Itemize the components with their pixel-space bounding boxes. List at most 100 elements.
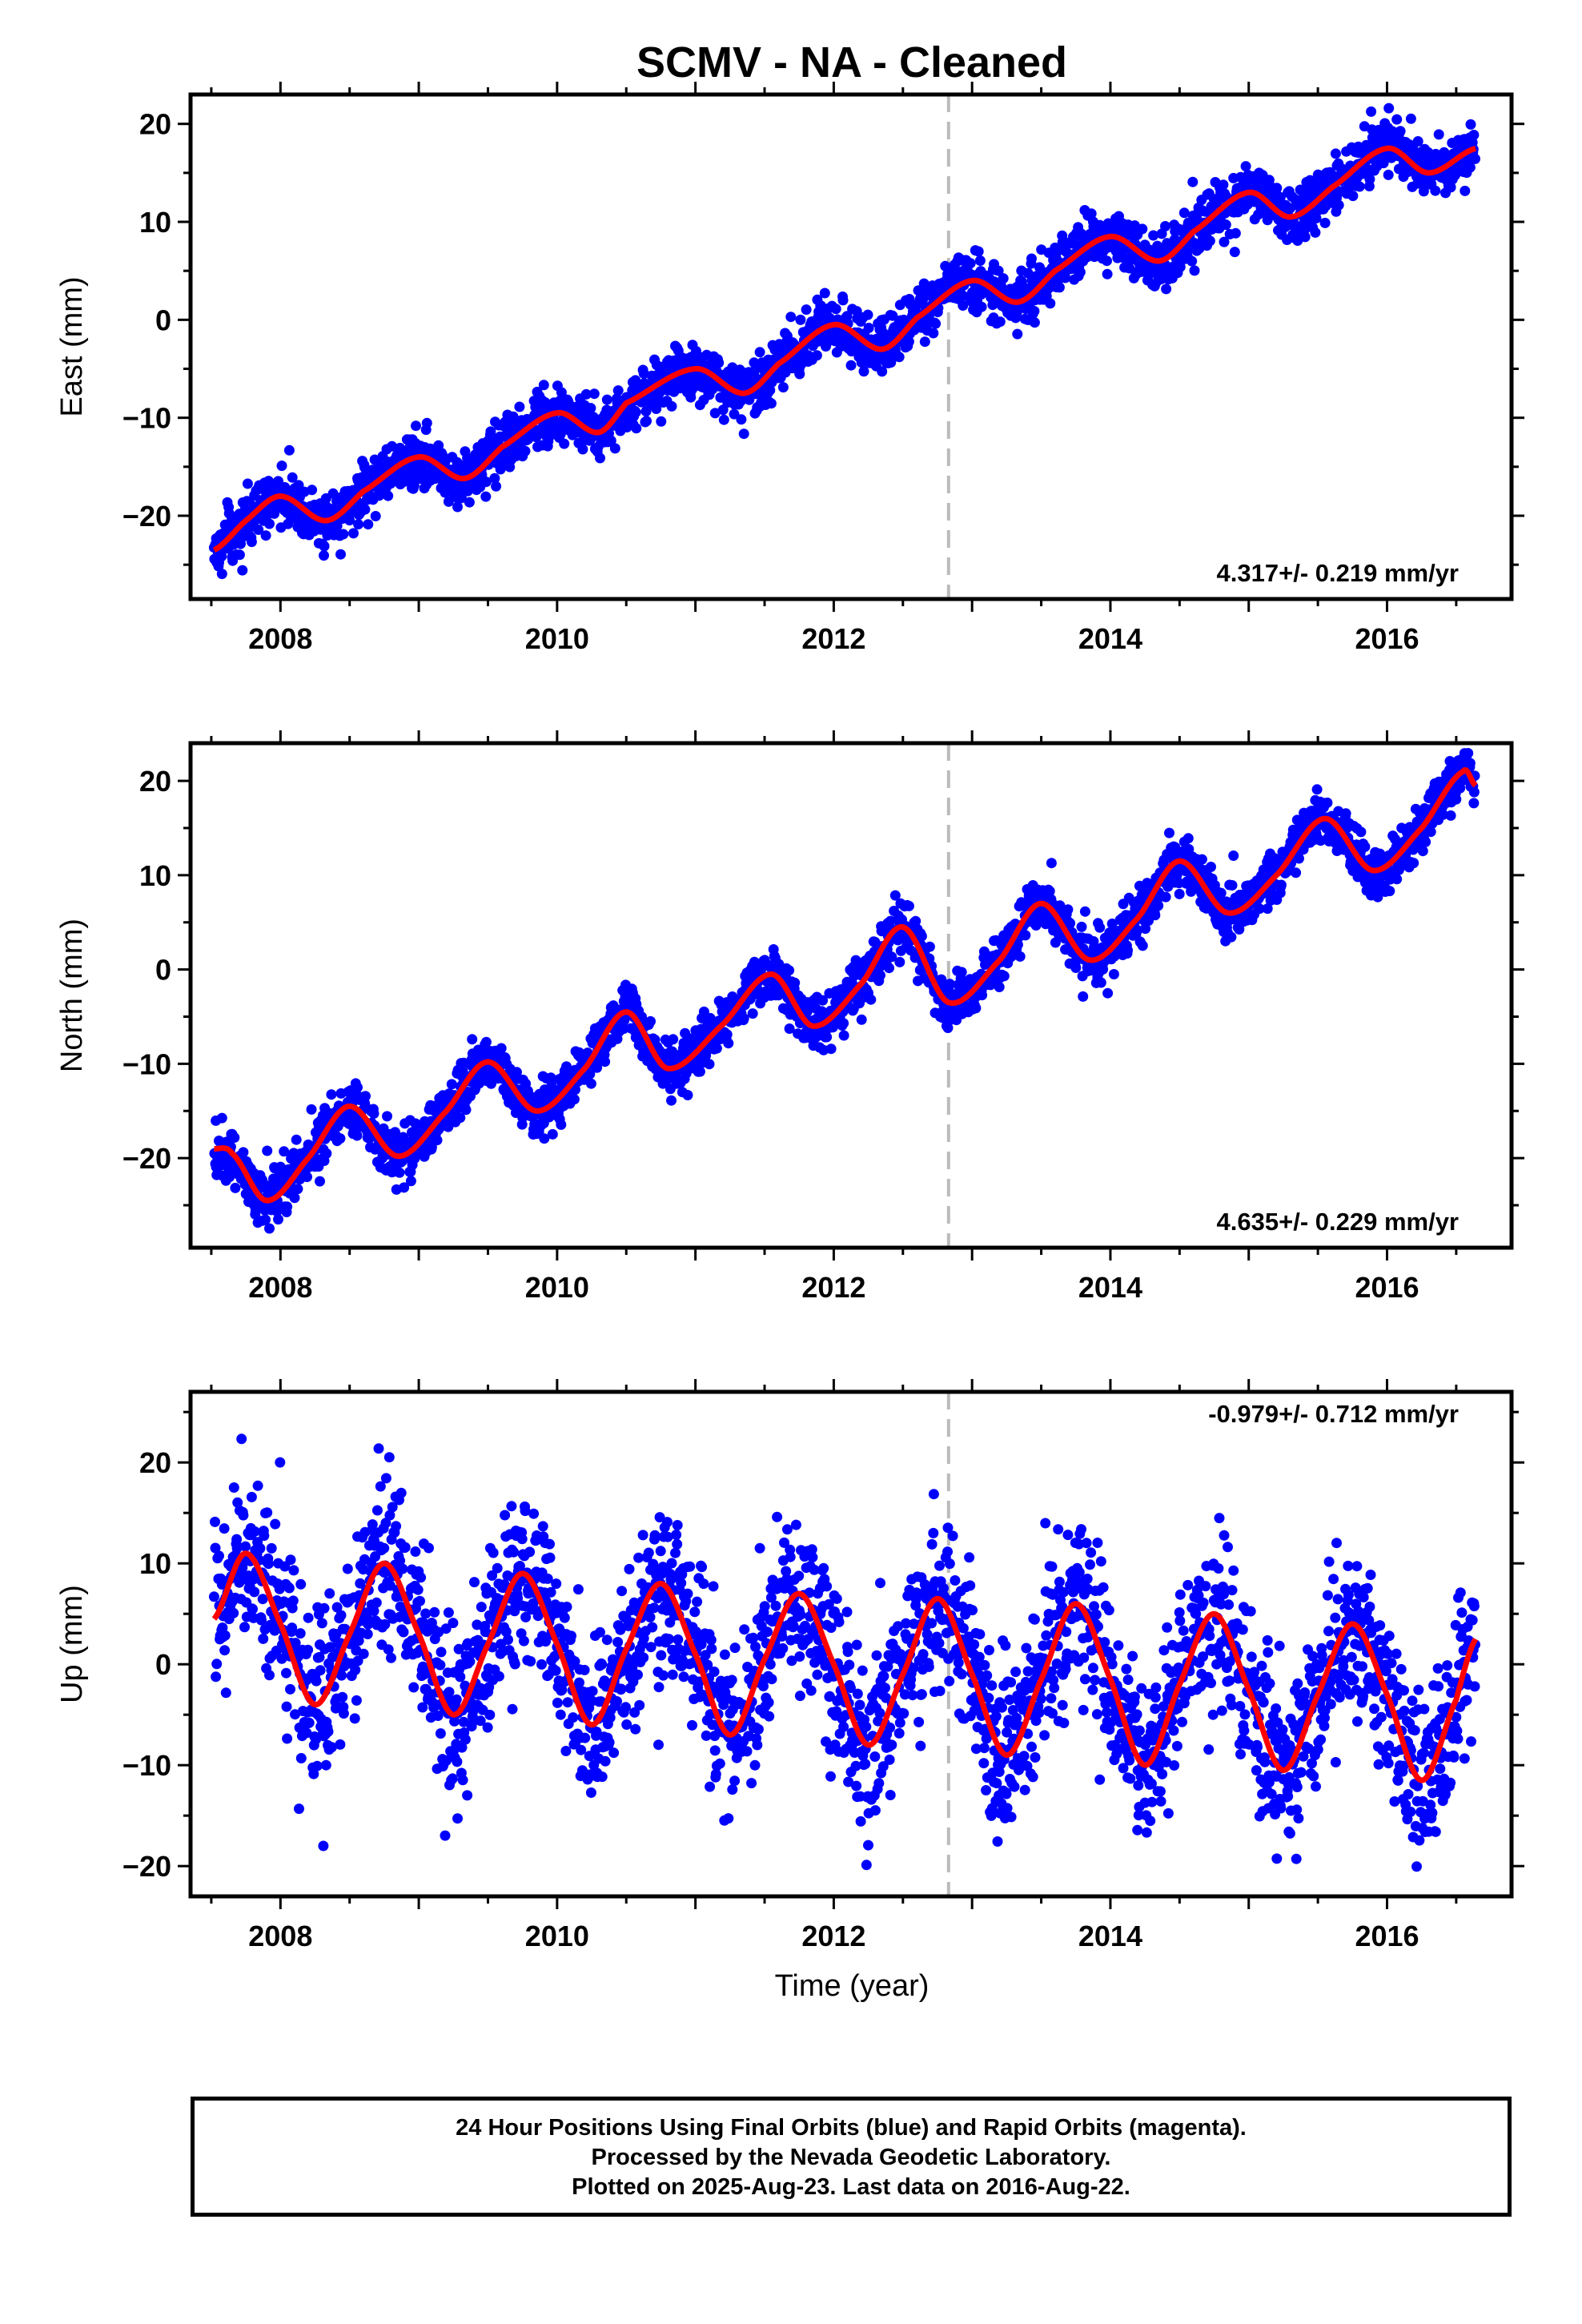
data-point — [1230, 227, 1241, 239]
data-point — [694, 1066, 705, 1077]
data-point — [1187, 176, 1199, 187]
data-point — [845, 360, 857, 371]
data-point — [585, 403, 596, 414]
data-point — [1384, 886, 1395, 897]
data-point — [894, 956, 905, 967]
data-point — [777, 382, 789, 393]
data-point — [405, 1176, 416, 1187]
data-point — [335, 549, 346, 560]
data-point — [736, 414, 747, 425]
data-point — [1218, 179, 1229, 191]
data-point — [287, 472, 298, 483]
data-point — [577, 444, 588, 455]
data-point — [817, 995, 829, 1006]
data-points — [209, 748, 1480, 1234]
data-point — [1029, 317, 1040, 328]
data-point — [1094, 922, 1106, 933]
data-point — [1271, 183, 1283, 194]
data-point — [538, 380, 549, 391]
data-point — [1363, 872, 1374, 883]
data-point — [229, 1132, 240, 1143]
data-point — [1430, 185, 1441, 196]
data-point — [974, 255, 986, 266]
data-point — [467, 1034, 478, 1045]
data-point — [273, 1214, 283, 1225]
data-point — [1383, 169, 1394, 180]
data-point — [1470, 153, 1480, 164]
x-tick-label: 2016 — [1355, 622, 1419, 655]
data-point — [595, 452, 605, 464]
data-point — [464, 497, 475, 508]
data-point — [1078, 991, 1089, 1002]
data-point — [1189, 265, 1200, 276]
data-point — [262, 1145, 273, 1156]
data-point — [903, 900, 914, 911]
data-point — [1079, 906, 1090, 917]
data-point — [887, 310, 898, 321]
data-point — [1065, 918, 1076, 929]
data-point — [321, 1148, 332, 1159]
data-point — [638, 368, 649, 379]
data-point — [1291, 867, 1302, 879]
data-point — [1319, 217, 1331, 228]
data-point — [1390, 834, 1400, 845]
data-point — [651, 404, 662, 414]
data-point — [1227, 880, 1238, 891]
data-point — [1174, 261, 1186, 272]
data-point — [709, 408, 721, 419]
data-point — [1294, 853, 1304, 864]
data-point — [1299, 224, 1311, 235]
data-point — [1330, 148, 1341, 159]
data-point — [994, 316, 1006, 328]
y-tick-label: −20 — [122, 500, 171, 533]
x-tick-label: 2014 — [1078, 622, 1142, 655]
data-point — [1395, 126, 1406, 137]
data-point — [1026, 253, 1037, 264]
data-point — [1124, 263, 1135, 274]
data-point — [993, 265, 1004, 276]
rate-label: 4.317+/- 0.219 mm/yr — [1217, 559, 1459, 587]
data-point — [1150, 910, 1161, 921]
y-tick-label: 0 — [155, 304, 171, 336]
data-point — [382, 1111, 392, 1122]
data-point — [1412, 136, 1423, 147]
data-point — [338, 529, 349, 540]
data-point — [359, 504, 371, 515]
data-point — [795, 314, 806, 325]
data-point — [1460, 185, 1471, 196]
data-point — [1132, 925, 1143, 935]
data-point — [491, 480, 502, 492]
data-point — [1137, 940, 1148, 951]
y-axis-label: East (mm) — [55, 276, 89, 416]
data-point — [315, 1176, 325, 1187]
data-points — [208, 103, 1480, 580]
y-tick-label: −10 — [122, 402, 171, 435]
data-point — [1070, 963, 1082, 973]
data-point — [910, 915, 921, 927]
data-point — [1160, 221, 1170, 231]
data-point — [1359, 841, 1371, 852]
data-point — [889, 890, 901, 901]
data-point — [977, 990, 988, 1001]
data-point — [1311, 213, 1322, 223]
data-point — [514, 401, 525, 412]
data-point — [411, 420, 421, 432]
data-point — [238, 1147, 249, 1158]
data-point — [1262, 903, 1273, 915]
data-point — [1046, 858, 1057, 869]
data-point — [1366, 106, 1377, 117]
data-point — [605, 435, 616, 446]
data-point — [970, 1003, 982, 1014]
data-point — [292, 1184, 303, 1195]
plot-frame — [188, 92, 1514, 601]
data-point — [485, 426, 496, 437]
data-point — [1182, 833, 1194, 844]
data-point — [917, 295, 928, 305]
data-point — [723, 1038, 734, 1049]
data-point — [1106, 919, 1118, 929]
data-point — [242, 478, 253, 489]
data-point — [1220, 219, 1231, 231]
data-point — [1204, 235, 1215, 247]
data-point — [612, 385, 624, 396]
data-point — [556, 1119, 567, 1130]
